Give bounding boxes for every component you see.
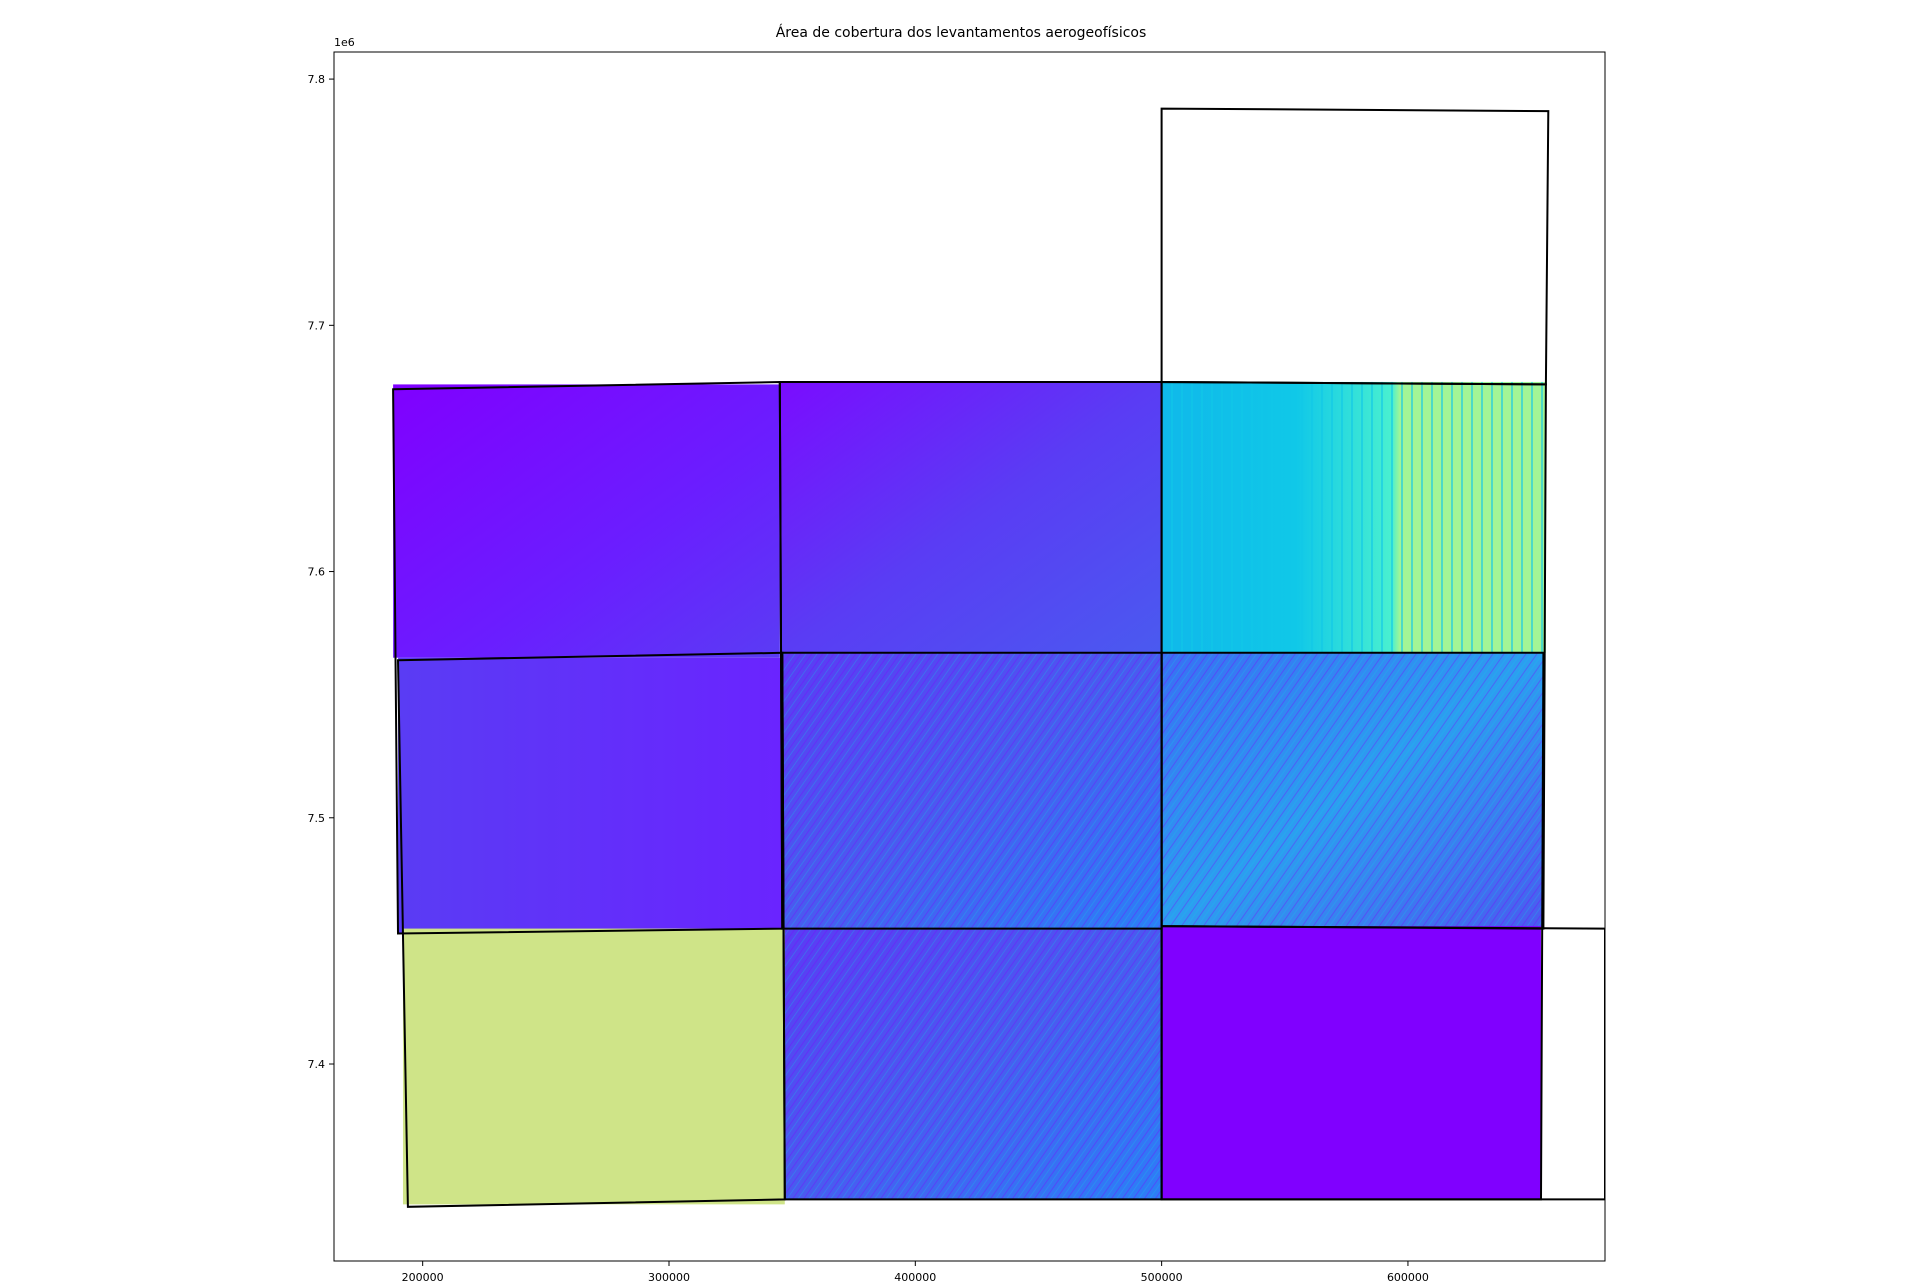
raster-texture-E bbox=[1161, 652, 1544, 929]
plot-area bbox=[392, 107, 1605, 1208]
x-tick-label: 300000 bbox=[648, 1271, 690, 1282]
raster-tile-SE bbox=[1161, 926, 1541, 1200]
y-tick-label: 7.6 bbox=[308, 566, 326, 579]
y-tick-label: 7.8 bbox=[308, 73, 326, 86]
x-tick-label: 500000 bbox=[1141, 1271, 1183, 1282]
y-axis: 7.4 7.5 7.6 7.7 7.8 bbox=[308, 73, 334, 1071]
raster-tiles bbox=[393, 381, 1546, 1205]
y-tick-label: 7.7 bbox=[308, 319, 326, 332]
survey-outline-7 bbox=[1160, 107, 1550, 386]
x-tick-label: 600000 bbox=[1387, 1271, 1429, 1282]
x-tick-label: 200000 bbox=[402, 1271, 444, 1282]
y-offset-label: 1e6 bbox=[334, 36, 355, 49]
survey-outline-8 bbox=[1160, 925, 1605, 1201]
raster-tile-NW bbox=[393, 384, 780, 658]
axes-frame bbox=[333, 51, 1606, 1262]
raster-tile-SW bbox=[402, 928, 785, 1205]
x-axis: 200000 300000 400000 500000 600000 bbox=[402, 1261, 1429, 1282]
raster-tile-W bbox=[398, 657, 783, 934]
y-tick-label: 7.5 bbox=[308, 812, 326, 825]
raster-texture-S-center bbox=[784, 928, 1162, 1200]
raster-texture-NE bbox=[1161, 381, 1546, 653]
y-tick-label: 7.4 bbox=[308, 1058, 326, 1071]
x-tick-label: 400000 bbox=[894, 1271, 936, 1282]
raster-tile-N-center bbox=[779, 381, 1162, 653]
chart-title: Área de cobertura dos levantamentos aero… bbox=[776, 24, 1147, 41]
survey-outlines bbox=[392, 107, 1605, 1208]
raster-texture-center bbox=[782, 652, 1162, 929]
